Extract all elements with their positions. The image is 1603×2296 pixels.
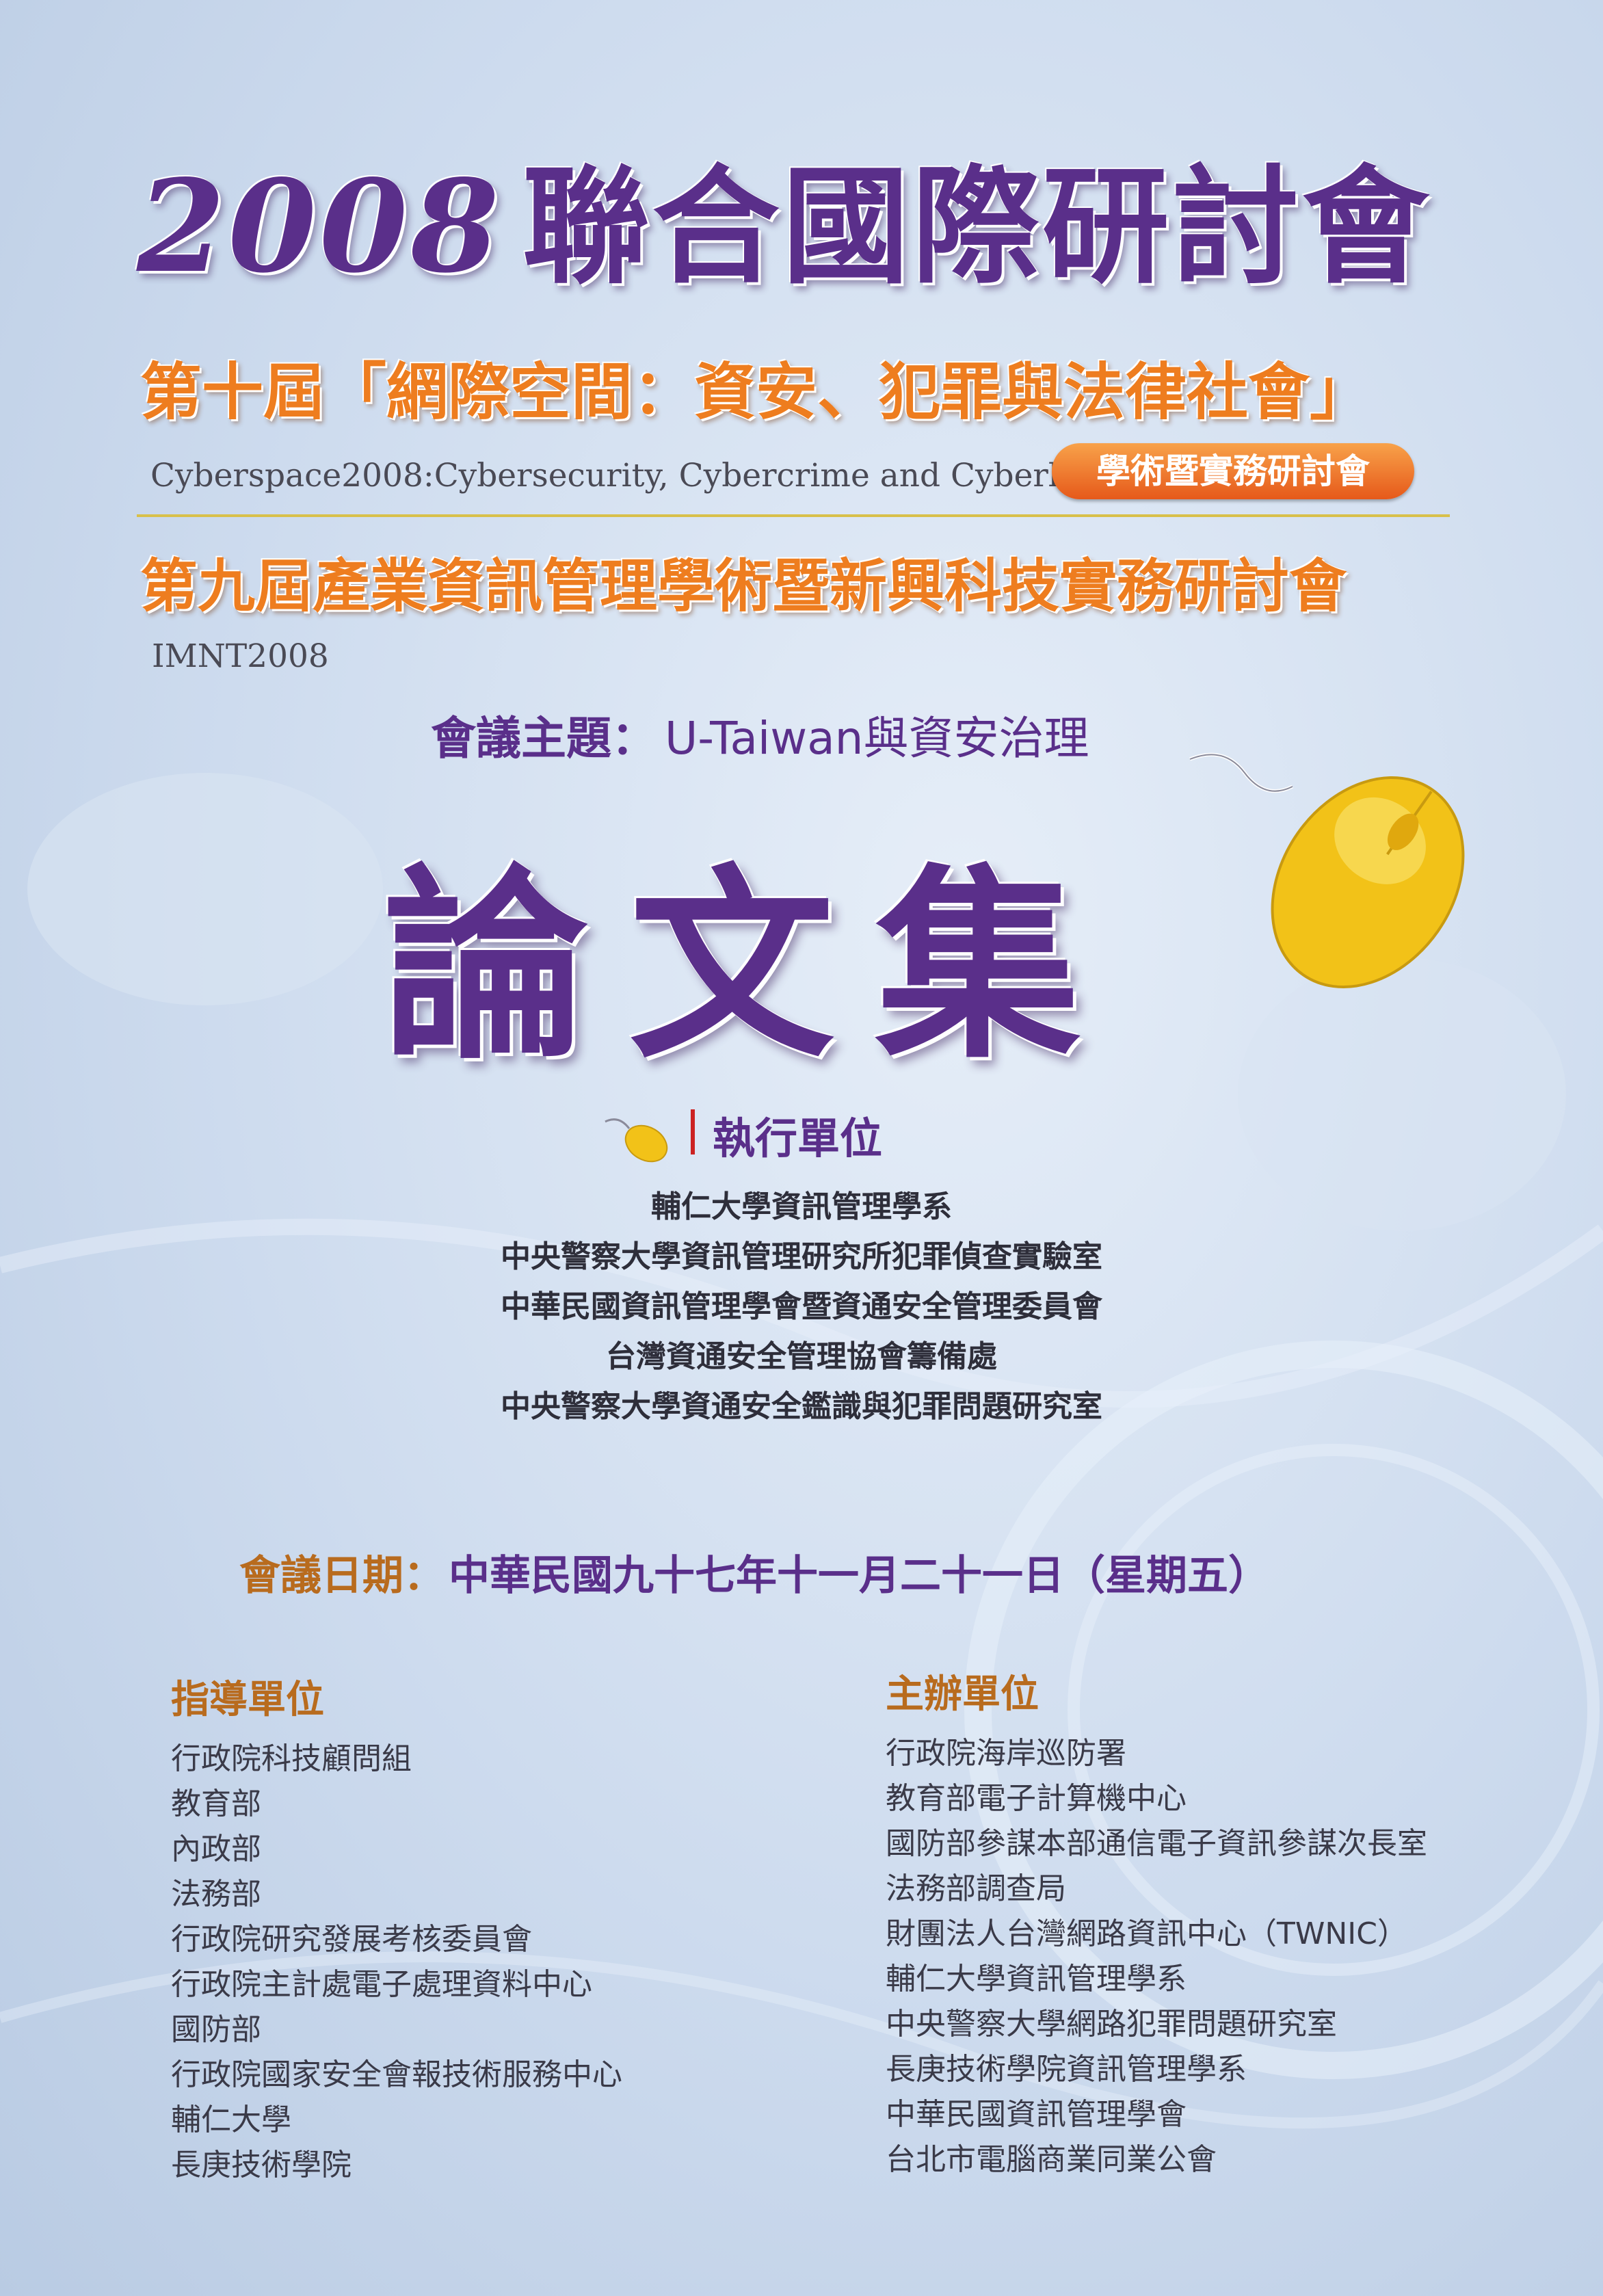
organizer-item: 教育部電子計算機中心 (886, 1781, 1187, 1816)
guiding-unit-item: 教育部 (171, 1786, 261, 1821)
conference-subtitle-1: 第十屆「網際空間：資安、犯罪與法律社會」 (140, 356, 1371, 428)
computer-mouse-icon (1189, 752, 1465, 988)
executing-unit-item: 中央警察大學資通安全鑑識與犯罪問題研究室 (501, 1389, 1102, 1424)
theme-value: U-Taiwan與資安治理 (665, 712, 1089, 765)
organizer-item: 輔仁大學資訊管理學系 (886, 1962, 1187, 1996)
executing-units-heading-block: 執行單位 (602, 1094, 1081, 1170)
main-title-year: 2008 (137, 151, 502, 301)
conference-subtitle-2-english: IMNT2008 (152, 637, 329, 675)
guiding-units-heading: 指導單位 (171, 1678, 324, 1722)
organizer-item: 財團法人台灣網路資訊中心（TWNIC） (886, 1916, 1407, 1951)
guiding-unit-item: 行政院科技顧問組 (171, 1741, 412, 1776)
organizer-item: 中華民國資訊管理學會 (886, 2097, 1187, 2132)
small-mouse-icon (605, 1118, 668, 1163)
organizers-heading: 主辦單位 (886, 1672, 1039, 1717)
conference-subtitle-1-english: Cyberspace2008:Cybersecurity, Cybercrime… (150, 457, 1106, 494)
proceedings-title: 論文集 (383, 845, 1122, 1086)
organizer-item: 中央警察大學網路犯罪問題研究室 (886, 2007, 1337, 2042)
guiding-unit-item: 行政院研究發展考核委員會 (171, 1922, 532, 1957)
organizer-item: 行政院海岸巡防署 (886, 1736, 1126, 1771)
executing-unit-item: 中華民國資訊管理學會暨資通安全管理委員會 (501, 1289, 1102, 1324)
executing-units-list: 輔仁大學資訊管理學系 中央警察大學資訊管理研究所犯罪偵查實驗室 中華民國資訊管理… (254, 1182, 1349, 1431)
executing-unit-item: 輔仁大學資訊管理學系 (651, 1189, 952, 1224)
guiding-unit-item: 行政院國家安全會報技術服務中心 (171, 2057, 622, 2092)
academic-practice-badge: 學術暨實務研討會 (1052, 443, 1414, 499)
divider-line (137, 514, 1450, 517)
guiding-unit-item: 行政院主計處電子處理資料中心 (171, 1967, 592, 2002)
organizer-item: 國防部參謀本部通信電子資訊參謀次長室 (886, 1826, 1427, 1861)
guiding-unit-item: 長庚技術學院 (171, 2148, 352, 2182)
date-label: 會議日期： (239, 1552, 445, 1600)
theme-label: 會議主題： (431, 712, 657, 765)
guiding-unit-item: 國防部 (171, 2012, 261, 2047)
guiding-unit-item: 法務部 (171, 1877, 261, 1912)
executing-unit-item: 中央警察大學資訊管理研究所犯罪偵查實驗室 (501, 1239, 1102, 1274)
guiding-units-column: 指導單位 行政院科技顧問組 教育部 內政部 法務部 行政院研究發展考核委員會 行… (171, 1669, 786, 2188)
organizer-item: 台北市電腦商業同業公會 (886, 2142, 1217, 2177)
guiding-unit-item: 內政部 (171, 1832, 261, 1866)
heading-accent-bar (691, 1109, 695, 1154)
organizer-item: 法務部調查局 (886, 1871, 1066, 1906)
conference-subtitle-2: 第九屆產業資訊管理學術暨新興科技實務研討會 (140, 552, 1347, 620)
organizer-item: 長庚技術學院資訊管理學系 (886, 2052, 1247, 2087)
organizers-column: 主辦單位 行政院海岸巡防署 教育部電子計算機中心 國防部參謀本部通信電子資訊參謀… (886, 1663, 1501, 2182)
executing-units-heading: 執行單位 (713, 1113, 883, 1163)
guiding-unit-item: 輔仁大學 (171, 2102, 291, 2137)
conference-date: 會議日期： 中華民國九十七年十一月二十一日（星期五） (239, 1542, 1269, 1602)
conference-theme: 會議主題： U-Taiwan與資安治理 (431, 702, 1089, 767)
main-title: 2008 聯合國際研討會 (137, 123, 1470, 308)
main-title-text: 聯合國際研討會 (522, 151, 1432, 301)
date-value: 中華民國九十七年十一月二十一日（星期五） (449, 1552, 1269, 1600)
executing-unit-item: 台灣資通安全管理協會籌備處 (606, 1339, 997, 1374)
